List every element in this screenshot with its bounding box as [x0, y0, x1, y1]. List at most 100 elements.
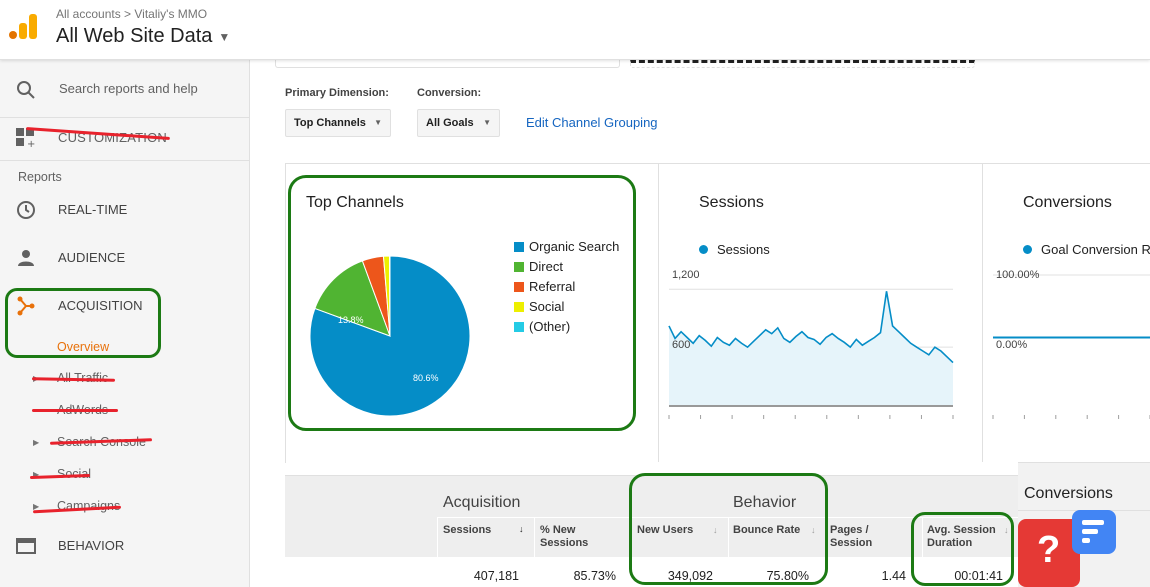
- legend-label: Organic Search: [529, 239, 620, 254]
- sidebar-search[interactable]: Search reports and help: [0, 60, 249, 118]
- total-new-users: 349,092: [667, 569, 713, 583]
- top-channels-title: Top Channels: [306, 194, 404, 211]
- sidebar-item-realtime[interactable]: REAL-TIME: [0, 190, 249, 230]
- total-avg-duration: 00:01:41: [954, 569, 1003, 583]
- column-header-new-sessions[interactable]: % New Sessions: [540, 524, 589, 549]
- total-pages-session: 1.44: [881, 569, 906, 583]
- conversions-legend[interactable]: Goal Conversion Ra: [1023, 242, 1150, 257]
- pie-slice-other[interactable]: [388, 255, 391, 337]
- help-icon[interactable]: ?: [1018, 519, 1080, 587]
- main-content: Primary Dimension: Top Channels ▼ Convers…: [250, 60, 1150, 587]
- total-sessions: 407,181: [473, 569, 519, 583]
- divider: [728, 518, 729, 587]
- svg-text:+: +: [27, 139, 35, 148]
- y-axis-label: 600: [672, 339, 691, 351]
- clock-icon: [17, 201, 35, 219]
- person-icon: [18, 250, 34, 266]
- divider: [534, 518, 535, 587]
- legend-label: Goal Conversion Ra: [1041, 242, 1150, 257]
- dropdown-value: Top Channels: [294, 117, 366, 129]
- expand-arrow-icon[interactable]: ▶: [33, 438, 40, 447]
- y-axis-label: 0.00%: [996, 339, 1028, 351]
- legend-item[interactable]: Social: [514, 299, 564, 314]
- sidebar-item-acquisition[interactable]: ACQUISITION: [0, 286, 249, 326]
- conversions-title: Conversions: [1023, 194, 1112, 211]
- divider: [658, 164, 659, 462]
- breadcrumb[interactable]: All accounts > Vitaliy's MMO: [56, 7, 208, 21]
- strike-annotation: [32, 409, 118, 412]
- top-channels-pie-chart[interactable]: 80.6% 13.8%: [300, 246, 480, 426]
- legend-label: (Other): [529, 319, 571, 334]
- legend-label: Sessions: [717, 242, 770, 257]
- sessions-series-line[interactable]: [668, 291, 954, 364]
- column-header-new-users[interactable]: New Users: [637, 524, 694, 536]
- legend-item[interactable]: Direct: [514, 259, 563, 274]
- total-bounce-rate: 75.80%: [766, 569, 809, 583]
- column-header-pages-session[interactable]: Pages / Session: [830, 524, 873, 549]
- sidebar-item-label: AUDIENCE: [58, 250, 126, 265]
- sort-arrow-icon[interactable]: ↓: [519, 524, 524, 534]
- table-header: [285, 475, 1018, 557]
- conversion-label: Conversion:: [417, 87, 482, 99]
- primary-dimension-label: Primary Dimension:: [285, 87, 389, 99]
- question-mark-icon: ?: [1037, 529, 1061, 571]
- feedback-icon[interactable]: [1072, 510, 1116, 554]
- behavior-icon: [16, 538, 36, 554]
- divider: [437, 518, 438, 587]
- edit-channel-grouping-link[interactable]: Edit Channel Grouping: [526, 115, 658, 130]
- customization-icon: +: [16, 128, 35, 148]
- top-card: [630, 60, 975, 68]
- conversions-line-chart[interactable]: [992, 265, 1150, 425]
- chevron-down-icon: ▼: [374, 118, 382, 127]
- column-header-bounce-rate[interactable]: Bounce Rate: [733, 524, 801, 536]
- legend-swatch: [514, 242, 524, 252]
- legend-swatch: [514, 302, 524, 312]
- legend-dot: [699, 245, 708, 254]
- conversion-dropdown[interactable]: All Goals ▼: [417, 109, 500, 137]
- legend-label: Direct: [529, 259, 563, 274]
- legend-dot: [1023, 245, 1032, 254]
- dropdown-value: All Goals: [426, 117, 474, 129]
- sidebar-item-label: REAL-TIME: [58, 202, 128, 217]
- legend-item[interactable]: Organic Search: [514, 239, 619, 254]
- sidebar-item-label: ACQUISITION: [58, 298, 143, 313]
- legend-swatch: [514, 322, 524, 332]
- total-new-sessions: 85.73%: [573, 569, 616, 583]
- sort-arrow-icon[interactable]: ↓: [713, 525, 718, 535]
- sidebar-item-customization[interactable]: + CUSTOMIZATION: [0, 118, 249, 161]
- chevron-down-icon: ▼: [218, 29, 231, 44]
- property-selector[interactable]: All Web Site Data ▼: [56, 25, 230, 48]
- primary-dimension-dropdown[interactable]: Top Channels ▼: [285, 109, 391, 137]
- pie-slice-direct[interactable]: [314, 260, 391, 337]
- charts-panel: [285, 163, 1150, 463]
- legend-label: Referral: [529, 279, 576, 294]
- search-icon: [17, 81, 35, 99]
- y-axis-label: 100.00%: [996, 269, 1040, 281]
- sessions-area: [669, 291, 953, 405]
- divider: [922, 518, 923, 587]
- legend-item[interactable]: (Other): [514, 319, 570, 334]
- column-header-avg-session-duration[interactable]: Avg. Session Duration: [927, 524, 996, 549]
- sidebar-item-behavior[interactable]: BEHAVIOR: [0, 526, 249, 566]
- divider: [437, 517, 1018, 518]
- analytics-logo-icon[interactable]: [9, 13, 37, 41]
- sessions-legend[interactable]: Sessions: [699, 242, 770, 257]
- expand-arrow-icon[interactable]: ▶: [33, 502, 40, 511]
- sort-arrow-icon[interactable]: ↓: [1004, 525, 1009, 535]
- reports-section-label: Reports: [18, 170, 62, 184]
- legend-item[interactable]: Referral: [514, 279, 575, 294]
- sessions-title: Sessions: [699, 194, 764, 211]
- column-header-sessions[interactable]: Sessions: [443, 524, 492, 536]
- pie-slice-label: 80.6%: [413, 373, 439, 383]
- search-input[interactable]: Search reports and help: [59, 81, 198, 96]
- top-card: [275, 60, 620, 68]
- expand-arrow-icon[interactable]: ▶: [33, 470, 40, 479]
- sidebar-item-audience[interactable]: AUDIENCE: [0, 238, 249, 278]
- sort-arrow-icon[interactable]: ↓: [811, 525, 816, 535]
- legend-swatch: [514, 262, 524, 272]
- sidebar-subitem-overview[interactable]: Overview: [57, 340, 110, 354]
- legend-label: Social: [529, 299, 565, 314]
- sessions-line-chart[interactable]: [668, 265, 954, 425]
- acquisition-icon: [17, 296, 35, 316]
- sidebar: Search reports and help + CUSTOMIZATION …: [0, 60, 250, 587]
